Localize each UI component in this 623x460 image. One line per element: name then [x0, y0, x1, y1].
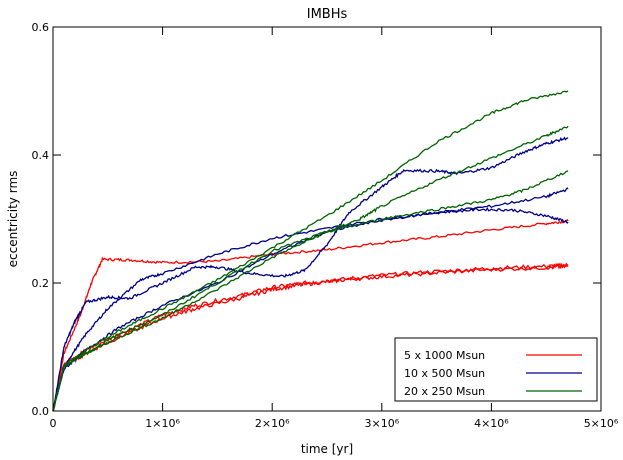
- x-tick-label: 5×10⁶: [584, 417, 619, 430]
- legend-label: 20 x 250 Msun: [404, 385, 485, 398]
- series-line-5: [52, 187, 569, 412]
- x-tick-label: 2×10⁶: [255, 417, 290, 430]
- x-tick-label: 1×10⁶: [145, 417, 180, 430]
- x-tick-label: 3×10⁶: [364, 417, 399, 430]
- x-axis: 0 1×10⁶ 2×10⁶ 3×10⁶ 4×10⁶ 5×10⁶: [50, 27, 619, 430]
- x-tick-label: 4×10⁶: [474, 417, 509, 430]
- y-tick-label: 0.0: [32, 405, 50, 418]
- series-line-3: [52, 136, 569, 412]
- legend: 5 x 1000 Msun 10 x 500 Msun 20 x 250 Msun: [394, 337, 598, 402]
- x-axis-label: time [yr]: [301, 442, 353, 456]
- y-axis-label: eccentricity rms: [6, 171, 20, 268]
- plot-frame: [52, 26, 602, 412]
- series-line-6: [52, 90, 569, 412]
- series-line-2: [52, 263, 569, 412]
- y-axis: 0.0 0.2 0.4 0.6: [32, 21, 601, 418]
- series-line-7: [52, 125, 569, 412]
- y-tick-label: 0.2: [32, 277, 50, 290]
- series-line-8: [52, 170, 569, 412]
- y-tick-label: 0.4: [32, 149, 50, 162]
- series-layer: [52, 90, 569, 412]
- series-line-4: [52, 207, 569, 412]
- x-tick-label: 0: [50, 417, 57, 430]
- chart-title: IMBHs: [307, 7, 348, 22]
- legend-label: 5 x 1000 Msun: [404, 349, 485, 362]
- y-tick-label: 0.6: [32, 21, 50, 34]
- legend-label: 10 x 500 Msun: [404, 367, 485, 380]
